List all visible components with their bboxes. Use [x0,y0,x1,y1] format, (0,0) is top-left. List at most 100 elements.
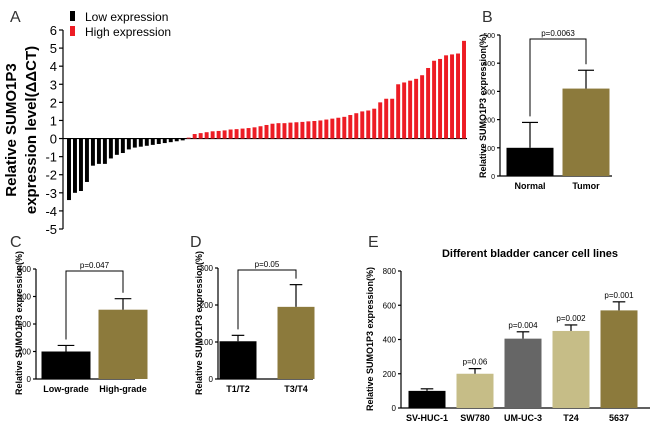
c-y-tick-label: 400 [18,265,32,274]
a-y-label-line1: Relative SUMO1P3 [3,63,20,196]
a-bar [414,78,419,139]
a-bar [426,67,431,139]
e-bar [408,390,446,408]
a-bar [264,124,269,139]
a-legend-swatch-high [70,26,75,36]
a-bar [324,119,329,139]
a-bar [276,123,281,139]
e-category-label: SV-HUC-1 [406,413,448,423]
d-bar [277,306,315,379]
a-y-tick-label: 5 [50,41,57,56]
a-bar [306,121,311,139]
e-bar [600,310,638,408]
d-y-tick-label: 300 [200,264,214,273]
a-bar [294,122,299,139]
e-p-value: p=0.06 [463,358,488,367]
a-bar [312,120,317,139]
e-title: Different bladder cancer cell lines [442,248,618,260]
a-bar [210,131,215,139]
a-bar [180,138,185,141]
d-bar [219,341,257,379]
b-y-tick-label: 300 [483,89,495,96]
b-y-label: Relative SUMO1P3 expression(%) [478,34,488,178]
a-bar [67,138,71,201]
a-bar [420,75,425,139]
a-bar [126,138,131,150]
d-y-label: Relative SUMO1P3 expression(%) [194,251,204,395]
a-bar [73,138,77,193]
e-category-label: UM-UC-3 [504,413,542,423]
a-bar [228,129,233,139]
a-bar [402,82,407,139]
d-p-value: p=0.05 [255,260,280,269]
a-bar [234,129,239,139]
a-bar [444,55,449,139]
a-bar [222,130,227,139]
a-bar [96,138,101,164]
panel-letter-a: A [10,9,21,26]
e-bar [504,338,542,408]
a-bar [462,40,466,139]
a-y-label-line2: expression level(ΔΔCT) [23,46,40,214]
d-significance-bracket [237,269,297,330]
a-bar [78,138,83,192]
a-bar [168,138,173,143]
b-significance-bracket [529,38,587,117]
d-category-label: T1/T2 [226,384,250,394]
b-p-value: p=0.0063 [541,29,575,38]
a-bar [378,102,383,139]
a-bar [408,80,413,139]
a-bar [192,134,197,139]
a-y-tick-label: -5 [45,222,57,237]
e-bar [456,373,494,408]
c-y-label: Relative SUMO1P3 expression(%) [14,251,24,395]
b-y-tick-label: 400 [483,61,495,68]
a-bar [354,113,359,139]
a-bar [216,130,221,139]
d-category-label: T3/T4 [284,384,308,394]
a-y-tick-label: -2 [45,168,57,183]
a-bar [150,138,155,145]
a-bar [396,84,401,139]
a-bar [282,123,287,139]
a-bar [372,108,377,139]
a-y-tick-label: 2 [50,95,57,110]
c-y-tick-label: 0 [27,375,32,384]
b-y-tick-label: 100 [483,146,495,153]
b-category-label: Tumor [572,181,600,191]
a-bar [252,127,257,139]
b-y-tick-label: 0 [491,174,495,181]
a-bar [174,138,179,142]
panel-letter-b: B [482,9,493,26]
b-y-tick-label: 200 [483,118,495,125]
a-bar [366,110,371,139]
panel-letter-d: D [190,234,202,251]
a-bar [270,123,275,139]
e-p-value: p=0.004 [508,321,538,330]
e-category-label: T24 [563,413,579,423]
a-y-tick-label: -1 [45,150,57,165]
a-bar [360,111,365,139]
panel-letter-e: E [368,234,379,251]
a-bar [144,138,149,146]
b-category-label: Normal [514,181,545,191]
a-bar [138,138,143,147]
a-y-tick-label: -4 [45,204,57,219]
a-bar [246,128,251,139]
a-bar [204,132,209,139]
a-bar [288,122,293,139]
c-significance-bracket [65,270,124,340]
e-y-label: Relative SUMO1P3 expression(%) [365,267,375,411]
a-bar [240,128,245,139]
a-bar [336,117,341,139]
a-bar [102,138,107,164]
a-legend-swatch-low [70,11,75,21]
c-p-value: p=0.047 [80,261,110,270]
a-bar [342,116,347,139]
e-p-value: p=0.002 [556,314,586,323]
a-y-tick-label: 6 [50,23,57,38]
a-y-tick-label: 1 [50,113,57,128]
c-bar [98,309,148,379]
